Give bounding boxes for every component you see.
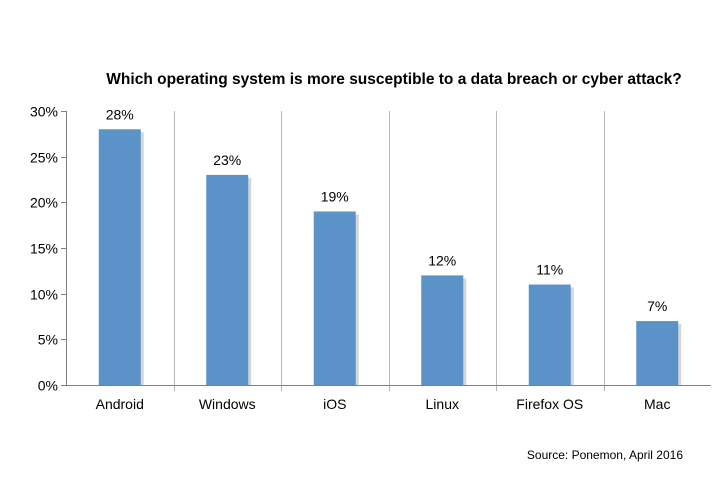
axes: [66, 111, 711, 386]
x-tick-label: Firefox OS: [516, 396, 583, 412]
x-tick-label: iOS: [323, 396, 346, 412]
x-tick-label: Mac: [644, 396, 670, 412]
data-label: 28%: [106, 106, 134, 122]
source-note: Source: Ponemon, April 2016: [527, 448, 683, 462]
data-label: 19%: [321, 188, 349, 204]
data-label: 7%: [647, 298, 667, 314]
data-labels: 28% 23% 19% 12% 11% 7%: [106, 106, 668, 314]
bar-android: [98, 129, 141, 385]
bar-mac: [636, 321, 679, 385]
bar-linux: [421, 275, 464, 385]
category-grid: [174, 111, 605, 391]
bars: [98, 129, 682, 385]
bar-ios: [313, 211, 356, 385]
x-tick-labels: Android Windows iOS Linux Firefox OS Mac: [96, 396, 671, 412]
y-tick-label: 5%: [38, 332, 58, 348]
x-tick-label: Linux: [426, 396, 459, 412]
y-tick-label: 30%: [30, 104, 58, 120]
bar-windows: [206, 174, 249, 385]
data-label: 11%: [536, 262, 563, 278]
y-tick-label: 20%: [30, 195, 58, 211]
data-label: 12%: [428, 252, 456, 268]
y-tick-label: 25%: [30, 150, 58, 166]
y-tick-label: 15%: [30, 241, 58, 257]
data-label: 23%: [213, 152, 241, 168]
y-tick-label: 0%: [38, 378, 58, 394]
bar-firefox-os: [528, 284, 571, 385]
y-tick-labels: 0% 5% 10% 15% 20% 25% 30%: [30, 104, 66, 394]
chart-title: Which operating system is more susceptib…: [106, 71, 681, 88]
x-tick-label: Android: [96, 396, 144, 412]
y-tick-label: 10%: [30, 287, 58, 303]
x-tick-label: Windows: [199, 396, 256, 412]
